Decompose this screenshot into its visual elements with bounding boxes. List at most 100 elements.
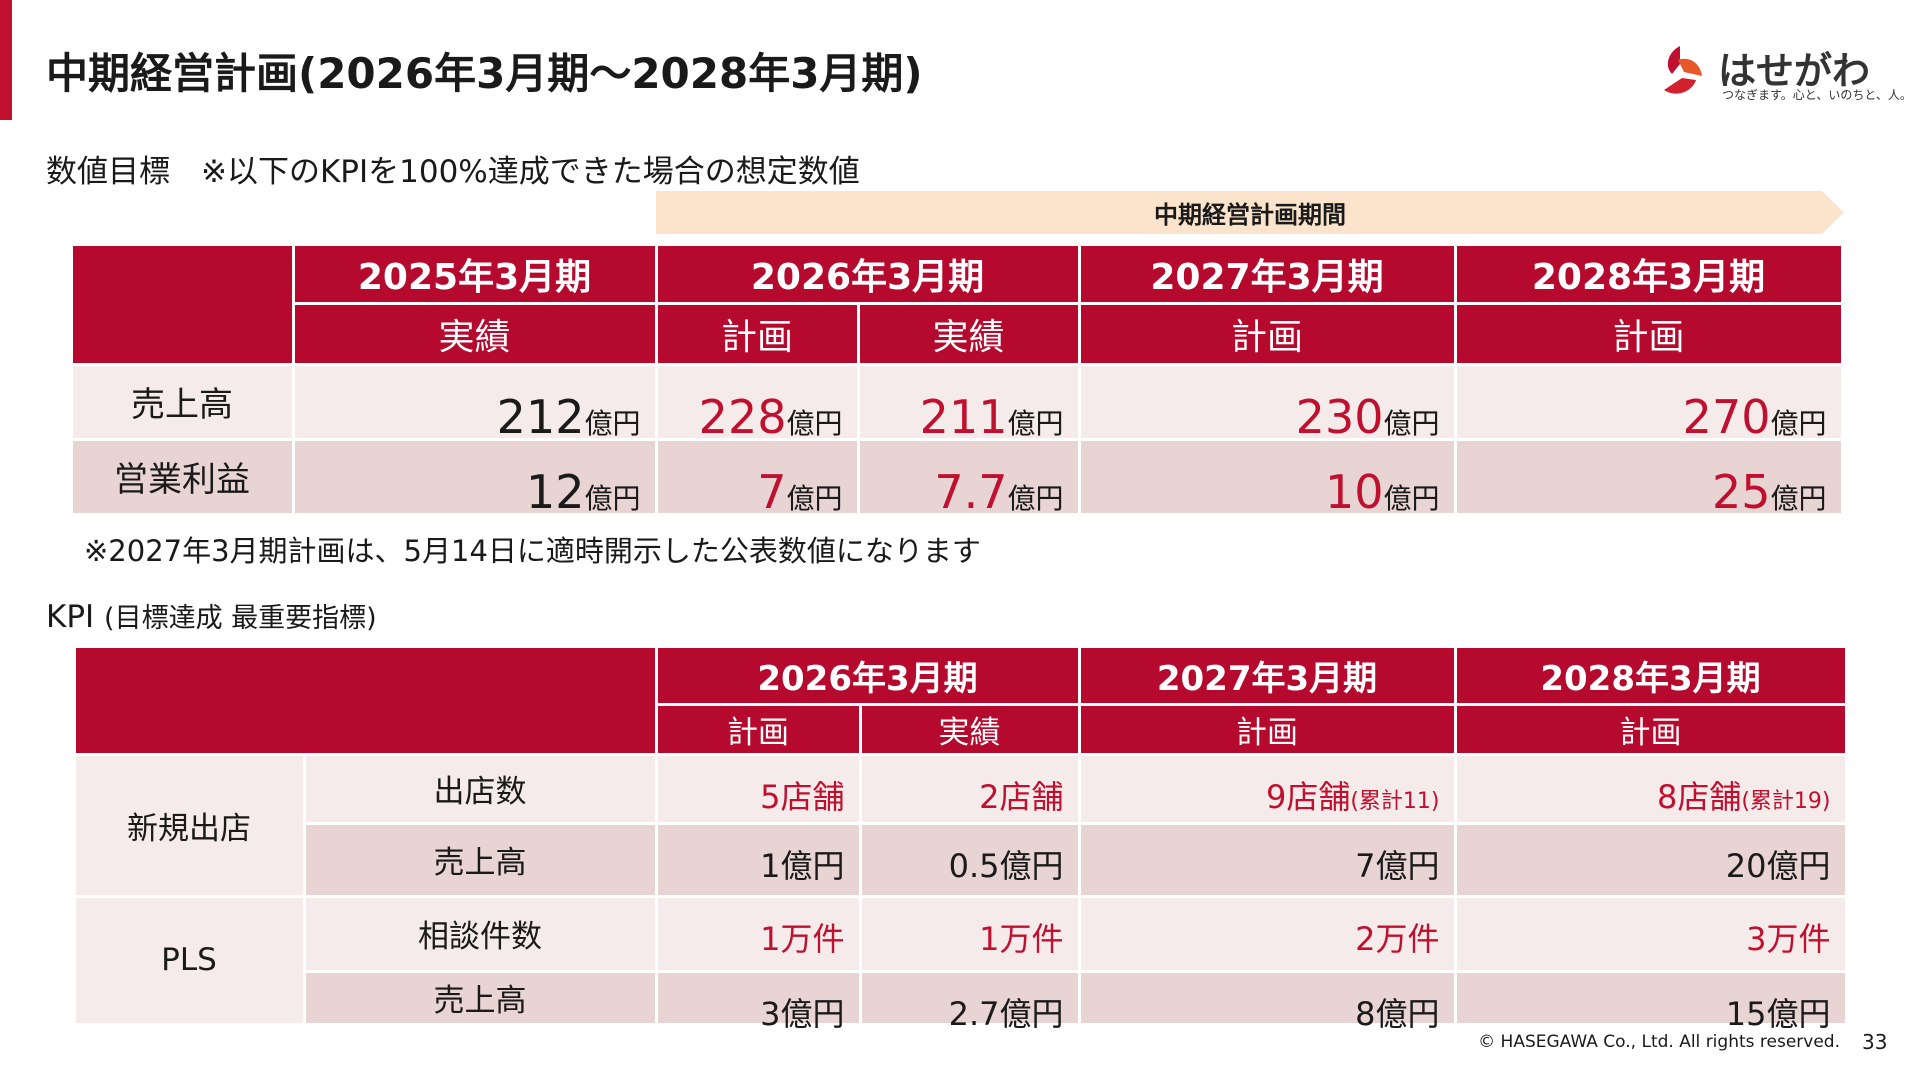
sub-header: 実績 bbox=[861, 705, 1078, 753]
value: 7 bbox=[757, 464, 787, 519]
row-label-text: 相談件数 bbox=[418, 919, 542, 955]
value: 230 bbox=[1295, 389, 1384, 444]
value-cell: 270 億円 bbox=[1456, 365, 1841, 444]
row-label-text: 営業利益 bbox=[114, 460, 250, 500]
unit: 億円 bbox=[1383, 406, 1440, 440]
sub-label: 計画 bbox=[720, 316, 793, 358]
sub-label: 実績 bbox=[438, 316, 511, 358]
kpi-heading: KPI (目標達成 最重要指標) bbox=[46, 596, 377, 635]
value-cell: 2.7億円 bbox=[861, 972, 1078, 1033]
row-label: 出店数 bbox=[305, 755, 655, 822]
section-heading: 数値目標 ※以下のKPIを100%達成できた場合の想定数値 bbox=[46, 154, 860, 190]
value: 12 bbox=[525, 464, 585, 519]
unit: 億円 bbox=[1007, 481, 1064, 515]
group-header: 2027年3月期 bbox=[1080, 647, 1454, 703]
value: 211 bbox=[919, 389, 1008, 444]
value: 3億円 bbox=[760, 994, 845, 1033]
value: 0.5億円 bbox=[948, 846, 1064, 885]
value-cell: 8店舗 (累計19) bbox=[1456, 755, 1845, 822]
sub-label: 計画 bbox=[1236, 714, 1298, 751]
value-cell: 9店舗 (累計11) bbox=[1080, 755, 1454, 822]
row-label-text: 出店数 bbox=[433, 774, 527, 810]
group-label: 2027年3月期 bbox=[1150, 256, 1384, 298]
banner-label: 中期経営計画期間 bbox=[1154, 201, 1346, 229]
value-cell: 12 億円 bbox=[294, 440, 655, 519]
sub-header: 実績 bbox=[294, 304, 655, 363]
sub-header: 計画 bbox=[657, 304, 857, 363]
value-cell: 20億円 bbox=[1456, 824, 1845, 895]
unit: 億円 bbox=[786, 481, 843, 515]
corner-cell bbox=[75, 647, 655, 753]
row-label-text: 売上高 bbox=[433, 983, 527, 1019]
value-cell: 230 億円 bbox=[1080, 365, 1454, 444]
sub-label: 実績 bbox=[932, 316, 1005, 358]
row-label: 売上高 bbox=[305, 824, 655, 895]
logo-name: はせがわ bbox=[1718, 49, 1871, 93]
page-number: 33 bbox=[1862, 1030, 1888, 1054]
section-label-text: 新規出店 bbox=[127, 810, 251, 847]
value-cell: 5店舗 bbox=[657, 755, 859, 822]
value-note: (累計11) bbox=[1350, 788, 1440, 814]
logo-tagline: つなぎます。心と、いのちと、人。 bbox=[1722, 88, 1912, 102]
row-label-text: 売上高 bbox=[131, 385, 233, 425]
value: 2店舗 bbox=[979, 777, 1064, 816]
section-label: 新規出店 bbox=[75, 755, 303, 895]
value: 10 bbox=[1324, 464, 1384, 519]
value: 25 bbox=[1711, 464, 1771, 519]
value-cell: 7億円 bbox=[1080, 824, 1454, 895]
unit: 億円 bbox=[1770, 406, 1827, 440]
value: 2万件 bbox=[1355, 919, 1440, 958]
unit: 億円 bbox=[786, 406, 843, 440]
value-cell: 212 億円 bbox=[294, 365, 655, 444]
sub-header: 計画 bbox=[1456, 304, 1841, 363]
value: 270 bbox=[1682, 389, 1771, 444]
group-header: 2028年3月期 bbox=[1456, 647, 1845, 703]
value-cell: 7.7 億円 bbox=[859, 440, 1078, 519]
value: 5店舗 bbox=[760, 777, 845, 816]
value: 228 bbox=[698, 389, 787, 444]
unit: 億円 bbox=[1007, 406, 1064, 440]
group-label: 2027年3月期 bbox=[1156, 658, 1378, 699]
sub-header: 計画 bbox=[1456, 705, 1845, 753]
value-cell: 211 億円 bbox=[859, 365, 1078, 444]
group-label: 2026年3月期 bbox=[757, 658, 978, 699]
sub-header: 実績 bbox=[859, 304, 1078, 363]
value-cell: 1万件 bbox=[657, 897, 859, 970]
sub-header: 計画 bbox=[657, 705, 859, 753]
kpi-title: KPI bbox=[46, 599, 95, 635]
value: 7億円 bbox=[1355, 846, 1440, 885]
group-header: 2028年3月期 bbox=[1456, 245, 1841, 302]
value-cell: 1億円 bbox=[657, 824, 859, 895]
value-cell: 2店舗 bbox=[861, 755, 1078, 822]
value: 1億円 bbox=[760, 846, 845, 885]
value-cell: 25 億円 bbox=[1456, 440, 1841, 519]
value-cell: 228 億円 bbox=[657, 365, 857, 444]
sub-label: 計画 bbox=[1619, 714, 1682, 751]
title: 中期経営計画(2026年3月期～2028年3月期) bbox=[46, 49, 923, 98]
value-cell: 2万件 bbox=[1080, 897, 1454, 970]
period-banner bbox=[656, 191, 1844, 234]
sub-label: 計画 bbox=[1230, 316, 1303, 358]
value: 1万件 bbox=[760, 919, 845, 958]
value: 3万件 bbox=[1746, 919, 1831, 958]
value-cell: 3億円 bbox=[657, 972, 859, 1033]
copyright: © HASEGAWA Co., Ltd. All rights reserved… bbox=[1478, 1032, 1840, 1052]
group-header: 2026年3月期 bbox=[657, 647, 1078, 703]
group-header: 2027年3月期 bbox=[1080, 245, 1454, 302]
sub-header: 計画 bbox=[1080, 304, 1454, 363]
sub-label: 計画 bbox=[1612, 316, 1685, 358]
unit: 億円 bbox=[584, 481, 641, 515]
value: 8億円 bbox=[1355, 994, 1440, 1033]
group-header: 2026年3月期 bbox=[657, 245, 1078, 302]
group-label: 2028年3月期 bbox=[1540, 658, 1761, 699]
corner-cell bbox=[72, 245, 292, 363]
row-label: 営業利益 bbox=[72, 440, 292, 513]
value: 15億円 bbox=[1725, 994, 1831, 1033]
unit: 億円 bbox=[584, 406, 641, 440]
value-cell: 15億円 bbox=[1456, 972, 1845, 1033]
value-cell: 8億円 bbox=[1080, 972, 1454, 1033]
group-label: 2025年3月期 bbox=[357, 256, 592, 298]
row-label: 売上高 bbox=[72, 365, 292, 438]
value-cell: 1万件 bbox=[861, 897, 1078, 970]
value: 212 bbox=[496, 389, 585, 444]
